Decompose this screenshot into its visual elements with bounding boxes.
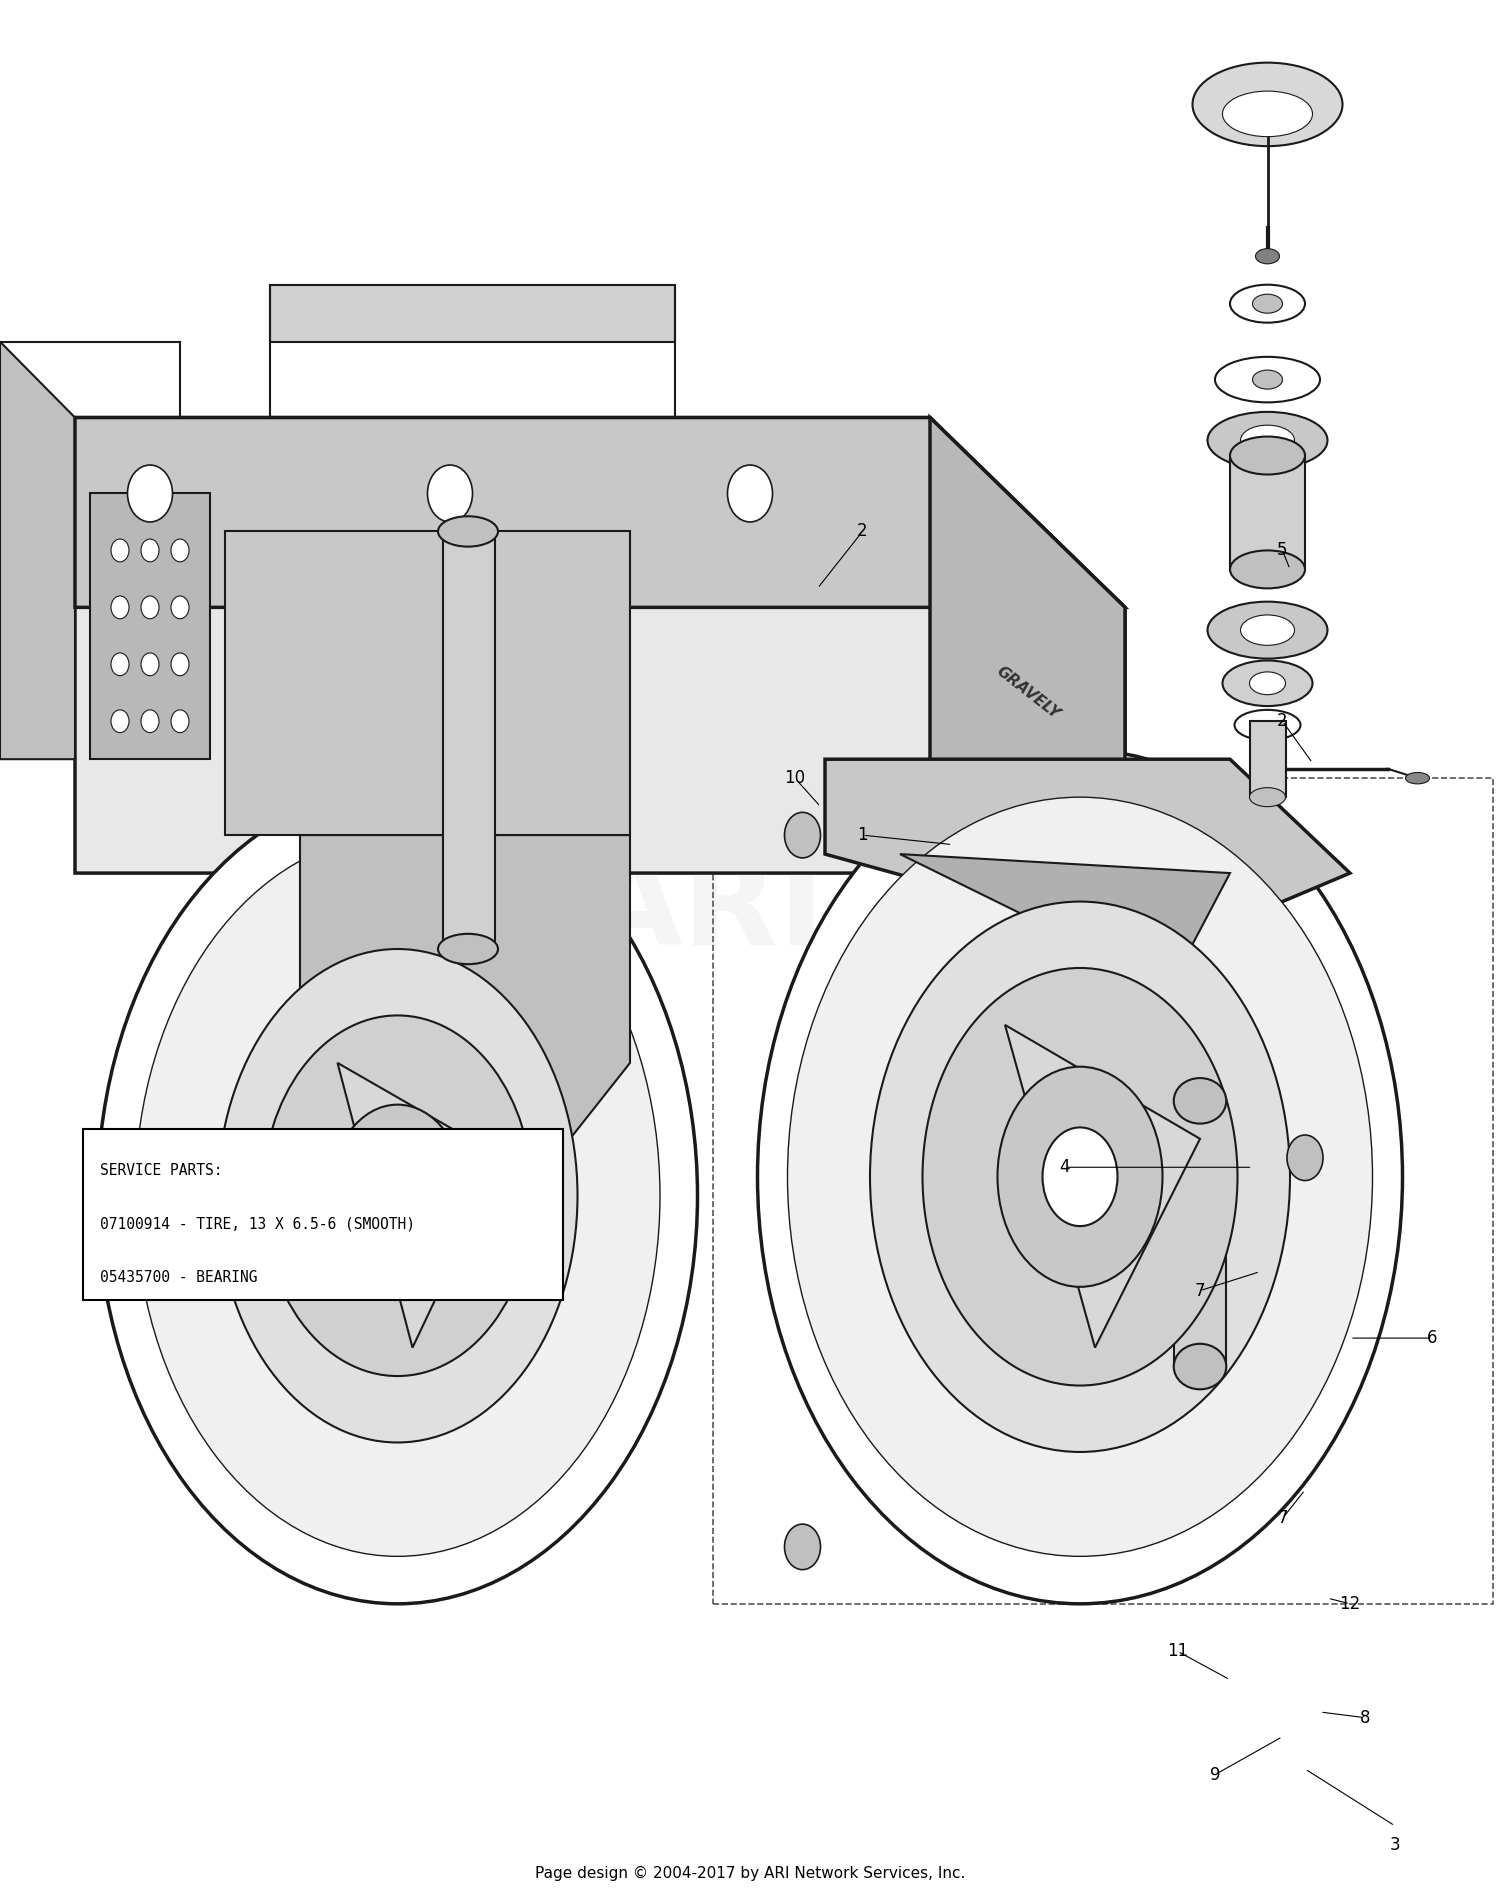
- Ellipse shape: [1230, 550, 1305, 588]
- Text: 4: 4: [1059, 1158, 1071, 1177]
- Polygon shape: [0, 342, 75, 759]
- Polygon shape: [90, 493, 210, 759]
- Polygon shape: [900, 854, 1230, 987]
- Text: Page design © 2004-2017 by ARI Network Services, Inc.: Page design © 2004-2017 by ARI Network S…: [536, 1866, 964, 1881]
- Ellipse shape: [1240, 425, 1294, 456]
- Circle shape: [171, 653, 189, 676]
- Ellipse shape: [1173, 1078, 1227, 1124]
- Ellipse shape: [1230, 285, 1305, 323]
- Text: 07100914 - TIRE, 13 X 6.5-6 (SMOOTH): 07100914 - TIRE, 13 X 6.5-6 (SMOOTH): [100, 1217, 416, 1232]
- Text: 11: 11: [1167, 1642, 1188, 1661]
- Ellipse shape: [1215, 357, 1320, 402]
- Bar: [442, 531, 495, 949]
- Circle shape: [728, 465, 772, 522]
- Ellipse shape: [788, 797, 1372, 1556]
- Polygon shape: [300, 835, 630, 1139]
- Ellipse shape: [330, 1105, 465, 1287]
- Ellipse shape: [922, 968, 1238, 1386]
- Ellipse shape: [368, 1154, 428, 1237]
- Circle shape: [111, 710, 129, 733]
- Ellipse shape: [438, 934, 498, 964]
- Ellipse shape: [217, 949, 578, 1442]
- Text: 12: 12: [1340, 1594, 1360, 1613]
- Circle shape: [141, 653, 159, 676]
- Ellipse shape: [135, 835, 660, 1556]
- Ellipse shape: [1173, 1344, 1227, 1389]
- Text: 3: 3: [1389, 1835, 1401, 1854]
- Circle shape: [171, 539, 189, 562]
- Ellipse shape: [1252, 370, 1282, 389]
- Circle shape: [141, 710, 159, 733]
- Ellipse shape: [1208, 602, 1328, 659]
- Ellipse shape: [1192, 63, 1342, 146]
- Polygon shape: [930, 418, 1125, 873]
- Ellipse shape: [998, 1067, 1162, 1287]
- Text: SERVICE PARTS:: SERVICE PARTS:: [100, 1163, 224, 1179]
- Text: 7: 7: [1276, 1509, 1287, 1528]
- Text: 9: 9: [1209, 1765, 1221, 1784]
- Polygon shape: [270, 285, 675, 342]
- Ellipse shape: [1250, 788, 1286, 807]
- Ellipse shape: [1042, 1127, 1118, 1226]
- Bar: [1250, 721, 1286, 797]
- Ellipse shape: [870, 902, 1290, 1452]
- Ellipse shape: [1222, 91, 1312, 137]
- Text: 6: 6: [1428, 1329, 1437, 1348]
- Ellipse shape: [1222, 661, 1312, 706]
- Circle shape: [128, 465, 172, 522]
- Circle shape: [111, 596, 129, 619]
- Text: GRAVELY: GRAVELY: [993, 664, 1062, 721]
- Polygon shape: [225, 531, 630, 835]
- Bar: [712, 778, 1492, 1604]
- Ellipse shape: [262, 1015, 532, 1376]
- Polygon shape: [1005, 1025, 1200, 1348]
- Text: 10: 10: [784, 769, 806, 788]
- Polygon shape: [75, 418, 1125, 873]
- Polygon shape: [75, 418, 1125, 607]
- Circle shape: [171, 596, 189, 619]
- Text: 2: 2: [856, 522, 868, 541]
- Ellipse shape: [1287, 1135, 1323, 1181]
- Ellipse shape: [1230, 437, 1305, 474]
- Ellipse shape: [1240, 615, 1294, 645]
- Ellipse shape: [784, 812, 820, 858]
- Text: 1: 1: [856, 826, 868, 845]
- Ellipse shape: [1208, 412, 1328, 469]
- Ellipse shape: [438, 516, 498, 547]
- Text: 2: 2: [1276, 712, 1288, 731]
- Ellipse shape: [784, 1524, 820, 1570]
- Text: 7: 7: [1194, 1281, 1206, 1300]
- Ellipse shape: [1250, 672, 1286, 695]
- Circle shape: [141, 539, 159, 562]
- Ellipse shape: [1234, 710, 1300, 740]
- Bar: [1174, 1101, 1227, 1367]
- Text: 05435700 - BEARING: 05435700 - BEARING: [100, 1270, 258, 1285]
- Text: 5: 5: [1276, 541, 1287, 560]
- Polygon shape: [825, 759, 1350, 949]
- Circle shape: [141, 596, 159, 619]
- Polygon shape: [338, 1063, 502, 1348]
- Bar: [82, 1129, 562, 1300]
- Ellipse shape: [1406, 772, 1429, 784]
- Ellipse shape: [1256, 249, 1280, 264]
- Bar: [1230, 456, 1305, 569]
- Text: ARI: ARI: [585, 850, 825, 972]
- Circle shape: [111, 653, 129, 676]
- Text: 8: 8: [1359, 1708, 1371, 1727]
- Circle shape: [427, 465, 472, 522]
- Circle shape: [171, 710, 189, 733]
- Ellipse shape: [1252, 294, 1282, 313]
- Circle shape: [111, 539, 129, 562]
- Ellipse shape: [98, 788, 698, 1604]
- Ellipse shape: [758, 750, 1402, 1604]
